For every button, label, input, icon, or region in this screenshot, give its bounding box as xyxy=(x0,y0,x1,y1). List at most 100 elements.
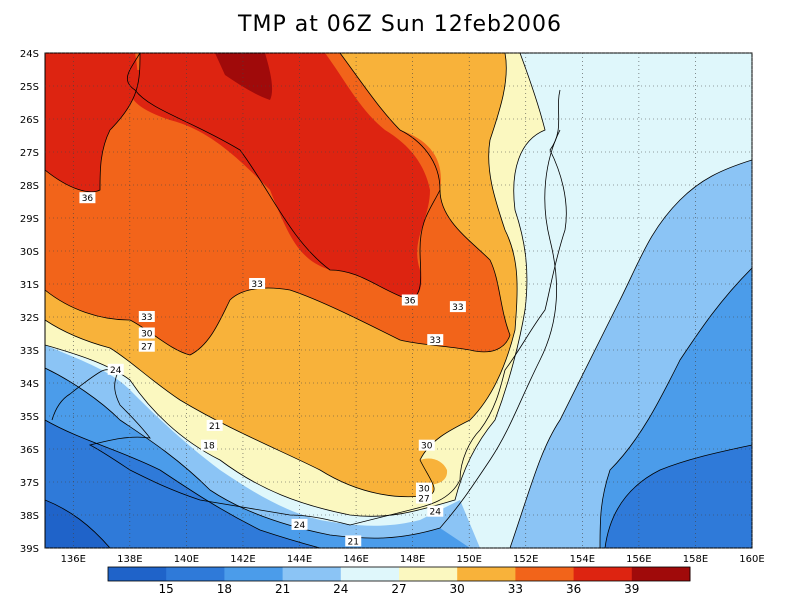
contour-label-bg xyxy=(138,340,155,352)
lon-tick-label: 160E xyxy=(739,554,764,565)
colorbar-swatch xyxy=(457,567,516,581)
contour-label-text: 24 xyxy=(430,508,442,518)
contour-label-text: 24 xyxy=(294,521,306,531)
lat-tick-label: 30S xyxy=(20,247,39,258)
colorbar-swatch xyxy=(515,567,575,581)
band-39-42-west xyxy=(45,53,138,192)
colorbar-label: 36 xyxy=(566,582,581,596)
colorbar-swatch xyxy=(224,567,284,581)
colorbar-swatch xyxy=(573,567,633,581)
lon-tick-label: 136E xyxy=(61,554,86,565)
lon-tick-label: 148E xyxy=(400,554,425,565)
map-title: TMP at 06Z Sun 12feb2006 xyxy=(238,12,562,37)
contour-label: 33 xyxy=(249,278,266,290)
colorbar-label: 15 xyxy=(159,582,174,596)
colorbar-swatch xyxy=(399,567,458,581)
contour-label: 27 xyxy=(138,340,155,353)
contour-label-bg xyxy=(201,439,218,451)
contour-label-text: 33 xyxy=(251,280,262,290)
colorbar-swatch xyxy=(108,567,167,581)
lon-tick-label: 144E xyxy=(287,554,312,565)
contour-label-bg xyxy=(206,419,223,431)
contour-label-bg xyxy=(291,518,308,530)
contour-label-bg xyxy=(107,363,124,375)
band-18-21-offshore xyxy=(605,445,752,548)
colorbar-label: 18 xyxy=(217,582,232,596)
contour-label: 24 xyxy=(107,363,124,376)
contour-label-bg xyxy=(449,301,466,313)
band-33-36-island xyxy=(353,405,377,425)
lon-tick-label: 142E xyxy=(230,554,255,565)
lat-tick-label: 34S xyxy=(20,379,39,390)
plot-border xyxy=(44,52,753,549)
lon-tick-label: 138E xyxy=(117,554,142,565)
lat-tick-label: 26S xyxy=(20,115,39,126)
contour-label-bg xyxy=(138,311,155,322)
contour-label: 24 xyxy=(427,505,444,518)
contour-label: 27 xyxy=(415,492,432,505)
lat-tick-label: 27S xyxy=(20,148,39,159)
colorbar-border xyxy=(107,566,691,582)
colorbar-swatch xyxy=(282,567,342,581)
contour-label-bg xyxy=(401,294,418,306)
colorbar-swatch xyxy=(340,567,400,581)
lon-tick-label: 140E xyxy=(174,554,199,565)
contour-label-bg xyxy=(415,482,432,494)
contour-label-bg xyxy=(418,439,435,451)
colorbar-swatch xyxy=(166,567,225,581)
contour-label-bg xyxy=(427,334,444,346)
colorbar-swatch xyxy=(631,567,691,581)
band-33-36-southeast xyxy=(407,458,448,485)
lat-tick-label: 33S xyxy=(20,346,39,357)
colorbar-label: 33 xyxy=(508,582,523,596)
lon-tick-label: 158E xyxy=(683,554,708,565)
contour-label: 24 xyxy=(291,518,308,531)
contour-label-text: 27 xyxy=(141,343,152,353)
band-39-42 xyxy=(45,53,430,300)
lat-tick-label: 35S xyxy=(20,412,39,423)
contour-label: 30 xyxy=(418,439,435,452)
lat-tick-label: 36S xyxy=(20,445,39,456)
contour-label: 33 xyxy=(138,311,155,323)
contour-label-bg xyxy=(415,492,432,504)
contour-label: 21 xyxy=(345,535,362,547)
axis-ticks: 24S 25S 26S 27S 28S 29S 30S 31S 32S 33S 34S 35S 36S 3… xyxy=(20,49,765,565)
contour-label-bg xyxy=(138,327,155,339)
contour-label-text: 18 xyxy=(203,442,215,452)
contour-label: 30 xyxy=(138,327,155,340)
lat-tick-label: 24S xyxy=(20,49,39,60)
contour-label-text: 33 xyxy=(452,303,463,313)
lat-tick-label: 32S xyxy=(20,313,39,324)
colorbar: 15 18 21 24 27 30 33 36 39 xyxy=(107,566,691,596)
contour-label-text: 33 xyxy=(430,336,441,346)
graticule xyxy=(45,52,753,549)
contour-label-text: 27 xyxy=(418,495,429,505)
contour-label-bg xyxy=(427,505,444,517)
band-18-21-southwest xyxy=(45,420,320,548)
band-hottest xyxy=(215,53,273,100)
contour-label: 18 xyxy=(201,439,218,452)
colorbar-label: 24 xyxy=(333,582,348,596)
band-15-18-southwest xyxy=(45,500,110,548)
contour-label-text: 36 xyxy=(404,297,416,307)
lon-tick-label: 150E xyxy=(456,554,481,565)
lat-tick-label: 29S xyxy=(20,214,39,225)
lat-tick-label: 25S xyxy=(20,82,39,93)
contour-label-text: 30 xyxy=(418,485,430,495)
contour-label: 36 xyxy=(401,294,418,307)
lat-tick-label: 39S xyxy=(20,544,39,555)
lon-tick-label: 156E xyxy=(626,554,651,565)
contour-label-text: 21 xyxy=(348,537,359,547)
contour-lines xyxy=(45,53,752,548)
contour-label: 30 xyxy=(415,482,432,495)
lat-tick-label: 31S xyxy=(20,280,39,291)
lat-tick-label: 38S xyxy=(20,511,39,522)
colorbar-label: 21 xyxy=(275,582,290,596)
contour-label-text: 24 xyxy=(110,366,122,376)
colorbar-label: 30 xyxy=(450,582,465,596)
contour-label: 33 xyxy=(449,301,466,313)
colorbar-label: 27 xyxy=(391,582,406,596)
contour-label-bg xyxy=(249,278,266,289)
contour-label-text: 21 xyxy=(209,422,220,432)
